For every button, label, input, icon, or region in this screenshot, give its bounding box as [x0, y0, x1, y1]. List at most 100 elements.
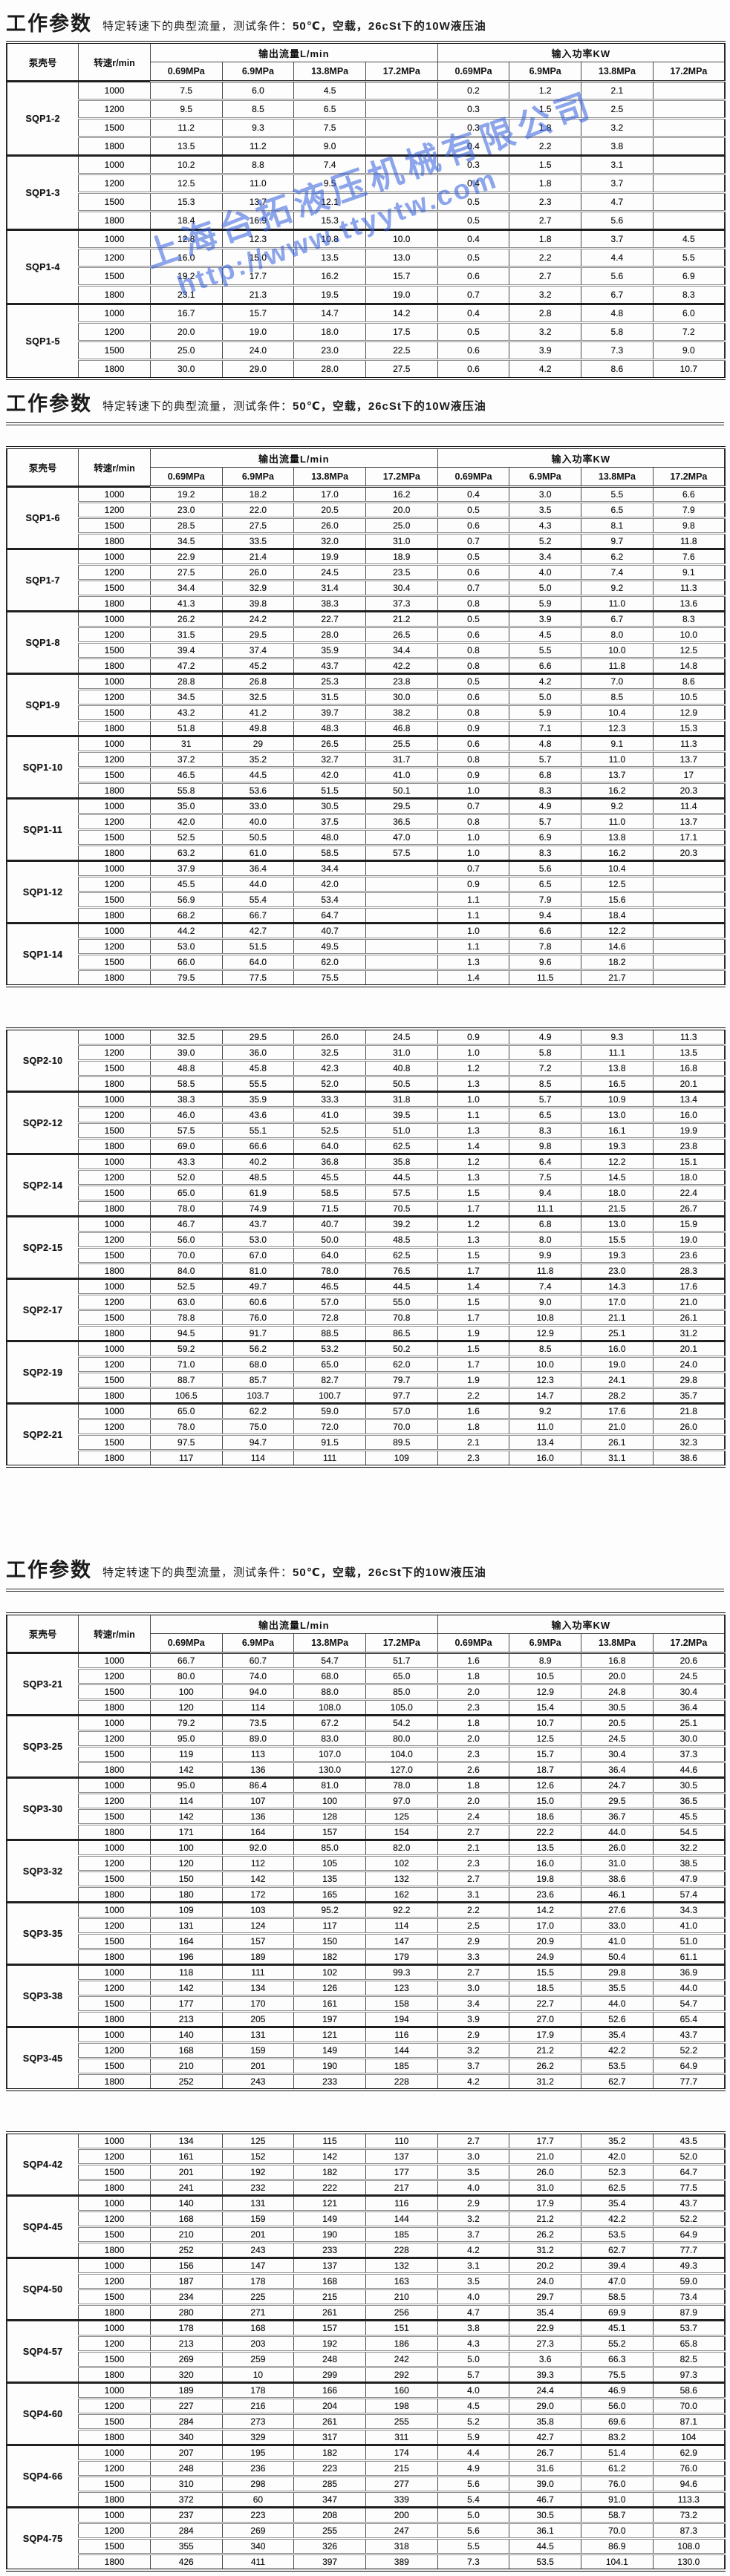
- pressure-column-header: 17.2MPa: [365, 1633, 438, 1654]
- table-row: 1800 68.2 66.7 64.7 1.1 9.4 18.4: [7, 906, 726, 923]
- power-value-cell: 13.8: [581, 828, 654, 846]
- flow-value-cell: 49.5: [293, 938, 366, 955]
- power-value-cell: 59.0: [652, 2272, 726, 2289]
- power-value-cell: 21.0: [509, 2148, 581, 2165]
- power-value-cell: 7.9: [509, 891, 582, 908]
- flow-value-cell: 115: [293, 2131, 366, 2149]
- power-value-cell: 5.6: [437, 2475, 510, 2492]
- flow-value-cell: 11.0: [221, 173, 295, 193]
- flow-value-cell: 48.5: [221, 1168, 295, 1186]
- flow-value-cell: 62.2: [221, 1402, 295, 1419]
- flow-value-cell: 40.2: [221, 1153, 295, 1170]
- flow-value-cell: 142: [221, 1870, 295, 1887]
- power-value-cell: 104.1: [581, 2553, 654, 2571]
- power-value-cell: 4.3: [437, 2335, 510, 2352]
- power-value-cell: 11.8: [509, 1262, 581, 1279]
- flow-value-cell: 68.0: [293, 1667, 366, 1684]
- power-value-cell: 0.5: [437, 548, 510, 565]
- power-value-cell: 12.2: [581, 1153, 654, 1170]
- flow-value-cell: 64.0: [221, 953, 295, 970]
- flow-value-cell: 21.3: [221, 284, 295, 304]
- power-value-cell: 65.4: [652, 2010, 726, 2027]
- flow-value-cell: 30.0: [365, 688, 438, 705]
- flow-value-cell: 37.2: [149, 751, 223, 768]
- flow-value-cell: 76.5: [365, 1262, 438, 1279]
- power-value-cell: 5.7: [437, 2366, 510, 2383]
- power-value-cell: 24.0: [509, 2272, 581, 2289]
- power-value-cell: 8.1: [581, 517, 654, 534]
- speed-cell: 1500: [78, 2057, 151, 2074]
- flow-value-cell: 37.5: [293, 813, 366, 830]
- flow-value-cell: 51.5: [293, 782, 366, 799]
- flow-value-cell: 34.5: [149, 688, 223, 705]
- table-row: 1800 252 243 233 228 4.2 31.2 62.7 77.7: [7, 2241, 726, 2258]
- power-value-cell: 30.5: [581, 1699, 654, 1716]
- power-value-cell: 13.4: [509, 1434, 581, 1451]
- power-value-cell: 23.0: [581, 1262, 654, 1279]
- flow-value-cell: 28.5: [149, 517, 223, 534]
- pressure-column-header: 13.8MPa: [581, 62, 654, 82]
- power-value-cell: 3.1: [437, 1886, 510, 1903]
- power-value-cell: 77.7: [652, 2073, 726, 2090]
- power-value-cell: 1.8: [437, 1714, 510, 1731]
- speed-cell: 1800: [78, 595, 151, 612]
- flow-value-cell: [365, 938, 438, 955]
- speed-cell: 1000: [78, 2444, 151, 2461]
- section-divider-rule: [6, 422, 724, 425]
- flow-value-cell: 49.8: [221, 719, 295, 736]
- flow-value-cell: 134: [149, 2131, 223, 2149]
- flow-value-cell: 56.2: [221, 1340, 295, 1357]
- flow-value-cell: 196: [149, 1948, 223, 1965]
- speed-column-header: 转速r/min: [78, 447, 151, 487]
- power-value-cell: 5.5: [581, 486, 654, 503]
- power-value-cell: [652, 192, 726, 212]
- power-value-cell: 13.6: [652, 595, 726, 612]
- power-value-cell: 0.6: [437, 688, 510, 705]
- power-value-cell: 17.1: [652, 828, 726, 846]
- flow-value-cell: 18.4: [149, 210, 223, 230]
- speed-cell: 1200: [78, 2041, 151, 2059]
- speed-cell: 1800: [78, 2428, 151, 2445]
- power-value-cell: 1.1: [437, 906, 510, 923]
- power-value-cell: 9.1: [652, 563, 726, 581]
- power-value-cell: 10.0: [509, 1356, 581, 1373]
- power-value-cell: 6.6: [509, 657, 582, 674]
- speed-cell: 1500: [78, 1683, 151, 1700]
- flow-value-cell: 256: [365, 2304, 438, 2321]
- power-value-cell: 0.4: [437, 136, 510, 156]
- power-value-cell: 24.1: [581, 1371, 654, 1388]
- flow-value-cell: 121: [293, 2194, 366, 2211]
- power-value-cell: 9.1: [581, 735, 654, 752]
- power-value-cell: 5.0: [437, 2506, 510, 2523]
- flow-value-cell: 39.4: [149, 641, 223, 658]
- power-value-cell: 2.7: [509, 266, 582, 286]
- flow-value-cell: 47.2: [149, 657, 223, 674]
- power-value-cell: 2.2: [509, 247, 582, 267]
- power-value-cell: 0.2: [437, 80, 510, 100]
- spec-table: SQP4-42 1000 134 125 115 110 2.7 17.7 35.2 43.5 12…: [6, 2131, 726, 2572]
- flow-value-cell: [365, 136, 438, 156]
- flow-value-cell: 23.1: [149, 284, 223, 304]
- power-value-cell: 11.0: [509, 1418, 581, 1435]
- power-value-cell: 0.9: [437, 719, 510, 736]
- power-value-cell: 20.1: [652, 1075, 726, 1092]
- power-value-cell: 20.5: [581, 1714, 654, 1731]
- flow-value-cell: 164: [221, 1823, 295, 1840]
- power-value-cell: 0.9: [437, 1027, 510, 1045]
- power-value-cell: 15.5: [581, 1231, 654, 1248]
- power-value-cell: 5.4: [437, 2491, 510, 2508]
- table-row: SQP1-8 1000 26.2 24.2 22.7 21.2 0.5 3.9 6.7 8.3: [6, 610, 726, 674]
- table-row: 1200 45.5 44.0 42.0 0.9 6.5 12.5: [7, 875, 726, 892]
- flow-value-cell: 178: [221, 2382, 295, 2399]
- flow-value-cell: 47.0: [365, 828, 438, 846]
- power-value-cell: 6.8: [509, 1215, 581, 1232]
- power-value-cell: 21.1: [581, 1309, 654, 1326]
- power-value-cell: 0.5: [437, 673, 510, 690]
- flow-value-cell: 108.0: [293, 1699, 366, 1716]
- speed-cell: 1800: [78, 2073, 151, 2090]
- speed-cell: 1200: [78, 1044, 151, 1061]
- table-row: 1500 100 94.0 88.0 85.0 2.0 12.9 24.8 30.4: [7, 1683, 726, 1700]
- power-value-cell: 75.5: [581, 2366, 654, 2383]
- table-row: 1500 48.8 45.8 42.3 40.8 1.2 7.2 13.8 16.8: [7, 1059, 726, 1076]
- flow-value-cell: 63.2: [149, 844, 223, 861]
